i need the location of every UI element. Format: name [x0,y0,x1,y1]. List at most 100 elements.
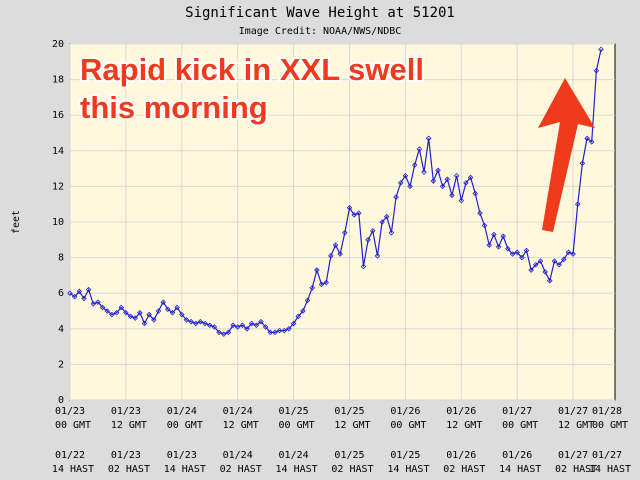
data-point [67,290,73,296]
data-point [505,245,511,252]
x-tick-label: 01/27 12 GMT [552,406,594,431]
annotation: Rapid kick in XXL swell [80,52,424,87]
data-point [104,308,111,314]
y-tick-label: 16 [52,110,64,121]
data-point [151,317,157,323]
data-point [309,285,315,291]
data-point [411,162,418,168]
data-point [248,320,255,327]
data-point [76,288,83,295]
data-point [272,329,278,336]
data-point [579,160,586,167]
data-point [547,277,553,284]
data-point [365,237,371,243]
data-point [81,295,87,302]
data-point [337,251,343,257]
x-tick-label-local: 01/24 14 HAST [270,450,318,475]
data-point [267,329,274,336]
data-point [598,46,604,53]
data-point [113,310,120,316]
data-point [244,326,250,332]
data-point [570,251,576,257]
data-point [356,210,362,216]
chart-subtitle: Image Credit: NOAA/NWS/NDBC [239,26,402,37]
x-tick-label: 01/25 12 GMT [328,406,370,431]
data-point [588,139,595,145]
data-point [225,329,232,336]
data-point [179,311,185,318]
data-point [346,204,353,211]
x-tick-label: 01/25 00 GMT [273,406,315,431]
data-point [360,263,367,270]
data-point [463,180,469,186]
x-tick-label: 01/26 00 GMT [384,406,426,431]
data-point [528,267,534,273]
y-tick-label: 6 [58,288,64,299]
data-point [197,318,204,325]
chart-title: Significant Wave Height at 51201 [185,5,455,21]
data-point [188,318,194,325]
data-point [537,258,544,264]
data-point [533,261,539,268]
x-tick-label-local: 01/25 02 HAST [325,450,373,475]
data-point [439,183,446,190]
y-tick-label: 8 [58,253,64,264]
x-tick-label-local: 01/27 02 HAST [549,450,597,475]
data-point [127,313,134,320]
data-point [132,315,138,321]
data-point [430,178,437,184]
data-point [286,326,292,332]
data-point [477,210,483,216]
x-tick-label-local: 01/26 14 HAST [493,450,541,475]
data-point [314,267,320,273]
data-point [90,301,97,307]
arrow [538,78,595,232]
data-point [500,233,506,240]
data-point [160,299,166,305]
x-tick-label: 01/24 12 GMT [217,406,259,431]
data-line [69,49,602,335]
x-tick-label: 01/24 00 GMT [161,406,203,431]
data-point [379,219,385,225]
data-point [230,322,236,329]
data-point [593,67,600,74]
x-tick-label-local: 01/23 14 HAST [158,450,206,475]
y-tick-label: 2 [58,359,64,370]
data-point [169,310,176,316]
data-point [486,242,492,248]
data-point [519,254,525,261]
y-tick-label: 12 [52,181,64,192]
data-point [565,249,572,256]
data-point [421,169,427,175]
data-point [425,135,432,142]
data-point [318,281,325,288]
data-point [574,201,581,207]
data-point [71,293,78,300]
data-point [402,172,409,179]
data-point [323,279,329,286]
data-point [211,324,218,330]
data-point [183,317,190,323]
data-point [109,311,115,318]
data-point [495,244,502,250]
data-point [393,194,399,200]
x-tick-label-local: 01/26 02 HAST [437,450,485,475]
data-point [202,320,208,327]
data-point [351,212,357,218]
y-tick-label: 4 [58,324,64,335]
data-point [560,256,567,263]
x-tick-label-local: 01/24 02 HAST [214,450,262,475]
data-point [416,146,423,152]
data-point [141,320,148,327]
data-point [216,329,222,336]
x-tick-label-local: 01/27 14 HAST [583,450,631,475]
data-point [458,197,465,204]
x-tick-label-local: 01/23 02 HAST [102,450,150,475]
data-point [509,251,516,257]
data-point [407,183,413,190]
data-point [556,261,562,268]
y-tick-label: 14 [52,146,64,157]
data-point [281,327,288,334]
data-point [99,304,106,311]
data-point [193,320,199,327]
